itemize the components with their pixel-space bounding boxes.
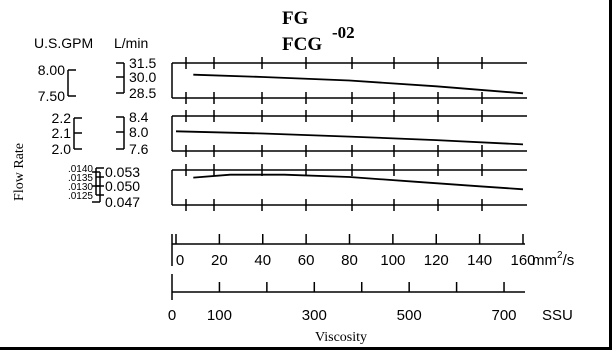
chart-title-suffix: -02	[332, 23, 355, 42]
frame-border-right	[609, 0, 612, 350]
gpm-tick-label: 2.2	[52, 110, 72, 126]
gpm-tick-label: 2.1	[52, 125, 72, 141]
gpm-tick-label: 2.0	[52, 141, 72, 157]
chart-title-line1: FG	[282, 8, 309, 29]
mm2s-tick-label: 0	[176, 252, 184, 269]
y-axis-label: Flow Rate	[12, 143, 27, 201]
lmin-tick-label: 8.4	[129, 109, 149, 125]
lmin-tick-label: 28.5	[129, 85, 156, 101]
ssu-tick-label: 100	[207, 307, 232, 324]
gpm-tick-label: 8.00	[38, 62, 65, 78]
flow-rate-series-line	[193, 173, 524, 191]
flow-rate-series-line	[193, 73, 524, 95]
mm2s-tick-label: 160	[510, 252, 535, 269]
panel-middle: 2.22.12.0 8.48.07.6	[52, 109, 527, 157]
mm2s-tick-label: 60	[298, 252, 315, 269]
frame-border-bottom	[0, 347, 612, 350]
flow-rate-series-line	[175, 130, 524, 146]
lmin-tick-label: 0.047	[105, 194, 140, 210]
gpm-tick-label: 7.50	[38, 88, 65, 104]
panel-top: 8.00 7.50 31.530.028.5	[38, 55, 527, 104]
lmin-tick-label: 8.0	[129, 124, 149, 140]
lmin-tick-label: 30.0	[129, 69, 156, 85]
mm2s-tick-label: 140	[467, 252, 492, 269]
units-gpm: U.S.GPM	[34, 35, 93, 51]
mm2s-tick-label: 120	[424, 252, 449, 269]
ssu-tick-label: 300	[302, 307, 327, 324]
lmin-tick-label: 0.050	[105, 178, 140, 194]
chart-title-line2: FCG	[282, 34, 322, 55]
ssu-tick-label: 500	[397, 307, 422, 324]
lmin-tick-label: 7.6	[129, 141, 149, 157]
mm2s-tick-label: 40	[254, 252, 271, 269]
mm2s-unit: mm2/s	[532, 250, 574, 269]
lmin-tick-label: 0.053	[105, 164, 140, 180]
gpm-tick-label: .0130	[68, 182, 93, 193]
x-axis-label: Viscosity	[315, 330, 367, 345]
ssu-unit: SSU	[542, 307, 573, 324]
ssu-tick-label: 0	[168, 307, 176, 324]
units-lmin: L/min	[114, 35, 148, 51]
lmin-tick-label: 31.5	[129, 55, 156, 71]
mm2s-tick-label: 100	[380, 252, 405, 269]
mm2s-tick-label: 20	[211, 252, 228, 269]
mm2s-tick-label: 80	[341, 252, 358, 269]
gpm-tick-label: .0125	[68, 191, 93, 202]
x-axis-ssu: 0 100 300 500 700 SSU	[168, 274, 573, 324]
ssu-tick-label: 700	[492, 307, 517, 324]
gpm-tick-label: .0140	[68, 164, 93, 175]
gpm-tick-label: .0135	[68, 173, 93, 184]
